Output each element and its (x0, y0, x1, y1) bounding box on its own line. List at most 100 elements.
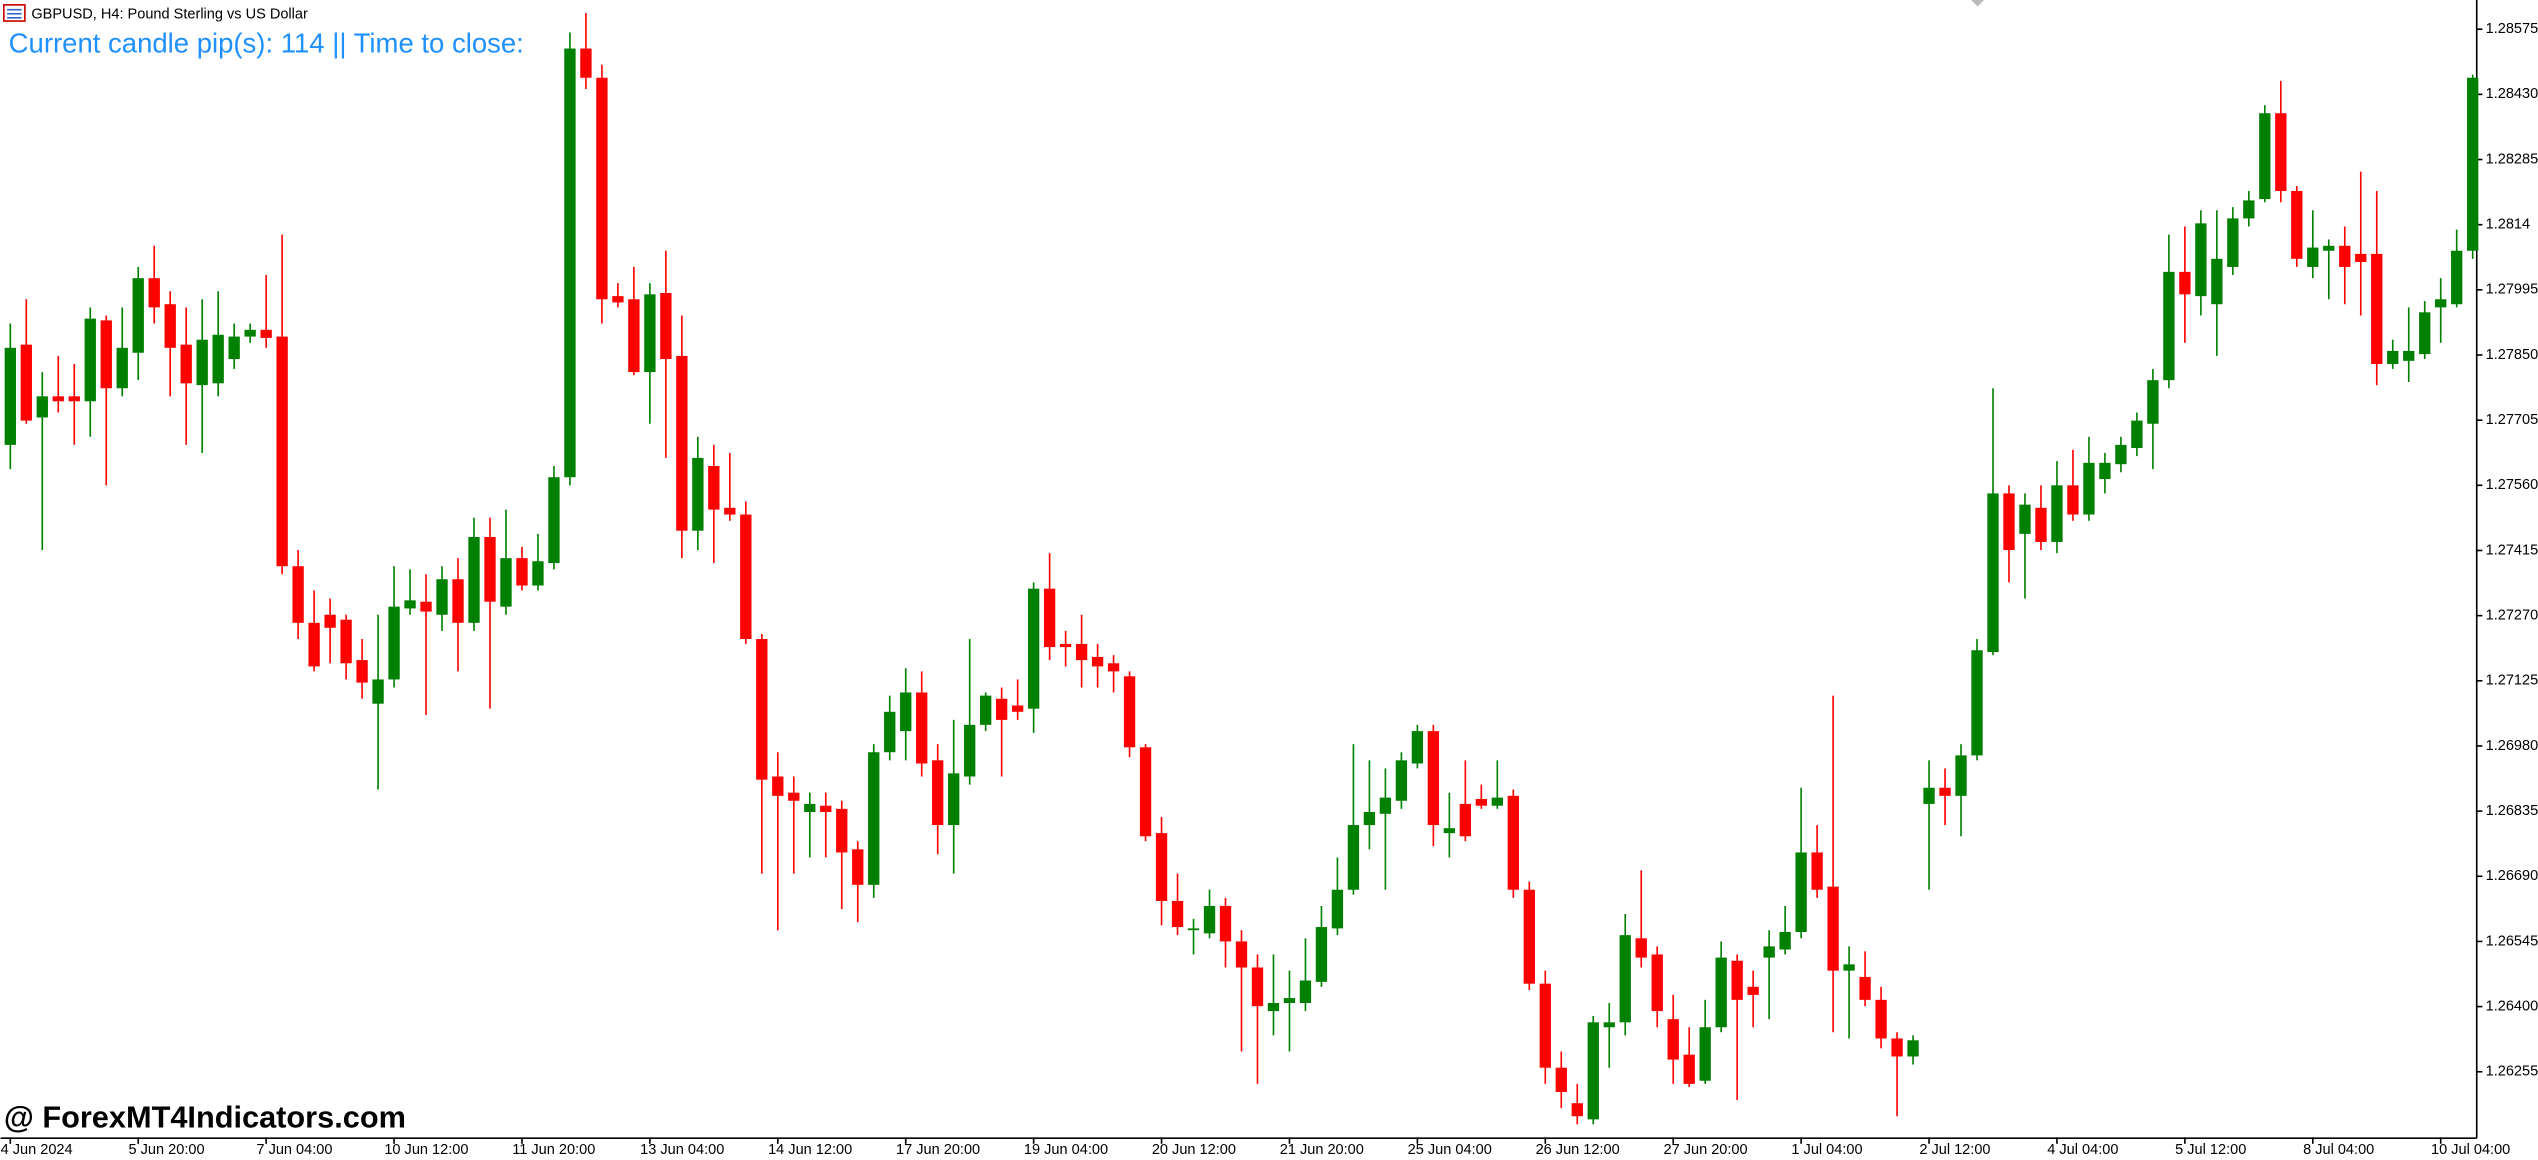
candle-body (740, 514, 752, 640)
candle-body (1971, 650, 1983, 756)
candle-body (2307, 247, 2319, 267)
candle-body (452, 579, 464, 623)
candle-body (1283, 998, 1296, 1003)
y-tick-label: 1.26255 (2486, 1064, 2538, 1080)
candle-body (1363, 812, 1376, 826)
x-tick-label: 5 Jun 20:00 (129, 1142, 205, 1158)
x-tick-label: 5 Jul 12:00 (2175, 1142, 2246, 1158)
candle-body (1715, 957, 1727, 1028)
candle-body (2131, 420, 2143, 449)
candle-body (2019, 504, 2031, 534)
candle-body (212, 334, 224, 384)
candle-body (1139, 747, 1152, 837)
candle-body (564, 48, 576, 478)
y-tick-label: 1.28285 (2486, 151, 2538, 167)
candle-body (2387, 350, 2399, 364)
candle-body (132, 278, 144, 353)
candle-body (1555, 1067, 1567, 1092)
y-tick-label: 1.26690 (2486, 868, 2538, 884)
candle-body (116, 347, 128, 389)
candle-body (628, 299, 640, 373)
y-tick-label: 1.27415 (2486, 542, 2538, 558)
candle-body (804, 803, 816, 813)
x-tick-label: 4 Jun 2024 (1, 1142, 73, 1158)
candle-body (2035, 507, 2047, 542)
candle-body (1859, 976, 1871, 1000)
candle-body (1395, 760, 1408, 801)
candle-body (36, 396, 48, 418)
candle-body (1123, 676, 1136, 748)
x-tick-label: 2 Jul 12:00 (1919, 1142, 1990, 1158)
candle-body (68, 396, 80, 402)
x-tick-label: 27 Jun 20:00 (1664, 1142, 1748, 1158)
candle-body (1635, 938, 1647, 958)
candle-body (820, 805, 832, 813)
y-tick-label: 1.27705 (2486, 412, 2538, 428)
candle-body (980, 695, 992, 725)
scroll-marker (1971, 0, 1985, 7)
candle-body (724, 507, 736, 515)
watermark: @ ForexMT4Indicators.com (4, 1100, 406, 1135)
candle-body (1891, 1038, 1903, 1057)
candle-body (708, 465, 720, 510)
candle-body (1699, 1027, 1711, 1081)
candle-body (2067, 485, 2079, 515)
candle-body (1875, 999, 1887, 1039)
candle-body (692, 457, 704, 531)
y-tick-label: 1.27995 (2486, 282, 2538, 298)
candle-body (276, 336, 288, 567)
x-tick-label: 17 Jun 20:00 (896, 1142, 980, 1158)
candle-body (2163, 271, 2175, 381)
candle-body (2291, 190, 2303, 259)
candle-body (1939, 787, 1951, 796)
candle-body (1235, 941, 1248, 968)
candle-body (196, 339, 208, 386)
candle-body (292, 566, 304, 623)
candle-body (916, 692, 928, 764)
candle-body (1987, 493, 1999, 653)
candle-body (1459, 803, 1472, 837)
candle-body (1667, 1019, 1679, 1060)
candle-body (2051, 485, 2063, 542)
candle-body (1075, 643, 1088, 661)
candle-body (1811, 852, 1823, 890)
candle-body (852, 849, 864, 885)
x-tick-label: 7 Jun 04:00 (256, 1142, 332, 1158)
candle-body (1827, 886, 1839, 971)
candle-body (1299, 980, 1312, 1003)
y-tick-label: 1.27850 (2486, 347, 2538, 363)
candle-body (148, 278, 160, 308)
candle-body (2147, 380, 2159, 424)
candle-body (324, 614, 336, 628)
candle-body (612, 296, 624, 303)
candle-body (244, 329, 256, 337)
candle-body (388, 606, 400, 680)
candle-body (2115, 444, 2127, 465)
y-tick-label: 1.26545 (2486, 933, 2538, 949)
indicator-annotation: Current candle pip(s): 114 || Time to cl… (9, 28, 524, 59)
y-tick-label: 1.27270 (2486, 607, 2538, 623)
candle-body (1491, 797, 1503, 806)
candle-body (52, 396, 64, 402)
candle-body (1027, 588, 1040, 709)
candle-body (1331, 889, 1344, 929)
candle-body (2467, 77, 2479, 251)
candle-body (2451, 250, 2463, 305)
candle-body (1107, 663, 1120, 672)
candle-body (484, 536, 496, 602)
y-tick-label: 1.27125 (2486, 673, 2538, 689)
candle-body (1059, 643, 1072, 648)
candle-body (100, 320, 112, 389)
symbol-icon (3, 4, 26, 22)
candle-body (2403, 350, 2415, 361)
candle-body (1427, 731, 1440, 826)
candle-body (1379, 797, 1392, 814)
candle-body (2275, 113, 2287, 191)
candle-body (756, 639, 768, 780)
candle-body (2371, 253, 2383, 364)
candle-body (228, 336, 240, 360)
candle-body (1315, 927, 1328, 982)
candle-body (1219, 905, 1232, 942)
candle-body (932, 760, 944, 826)
